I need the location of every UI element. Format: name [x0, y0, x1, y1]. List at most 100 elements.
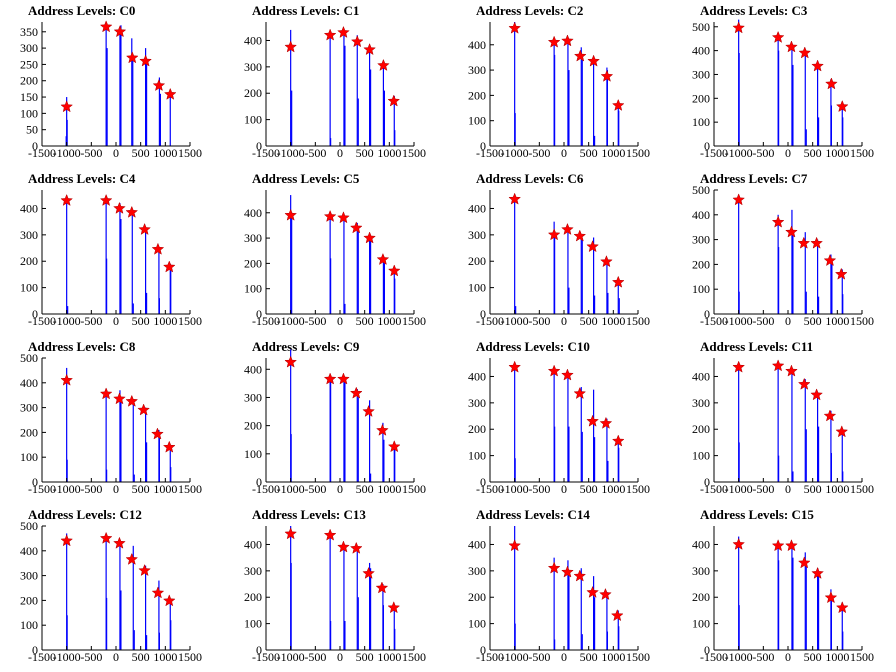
y-tick-label: 0 [704, 307, 710, 321]
y-tick-label: 300 [468, 228, 486, 242]
chart-title: Address Levels: C8 [28, 339, 136, 354]
x-tick-label: -500 [528, 482, 550, 496]
chart-panel: Address Levels: C10 0 100 200 300 400 -1500 -10… [448, 336, 672, 504]
star-marker [284, 40, 298, 53]
x-tick-label: 1000 [377, 314, 401, 328]
x-tick-label: 0 [785, 482, 791, 496]
star-marker [151, 242, 165, 255]
x-tick-label: 1500 [626, 650, 650, 664]
x-tick-label: 1500 [626, 482, 650, 496]
star-marker [798, 46, 812, 59]
y-tick-label: 200 [692, 257, 710, 271]
y-tick-label: 200 [692, 590, 710, 604]
star-marker [125, 205, 139, 218]
chart-panel: Address Levels: C7 0 100 200 300 400 500 -1500-… [672, 168, 896, 336]
x-tick-label: -1000 [725, 650, 753, 664]
star-marker [785, 364, 798, 377]
x-tick-label: 0 [113, 146, 119, 160]
x-tick-label: 0 [561, 146, 567, 160]
x-tick-label: 500 [804, 314, 822, 328]
chart-panel: Address Levels: C2 0 100 200 300 400 -1500 -100… [448, 0, 672, 168]
star-marker [323, 28, 337, 41]
star-marker [547, 561, 561, 574]
y-tick-label: 200 [244, 590, 262, 604]
star-marker [99, 531, 113, 544]
chart-title: Address Levels: C14 [476, 507, 590, 522]
x-tick-label: 1000 [377, 146, 401, 160]
y-tick-label: 300 [20, 228, 38, 242]
y-tick-label: 100 [244, 617, 262, 631]
y-tick-label: 100 [692, 617, 710, 631]
x-tick-label: 500 [804, 146, 822, 160]
x-tick-label: -1000 [53, 650, 81, 664]
y-tick-label: 300 [244, 564, 262, 578]
y-tick-label: 300 [692, 233, 710, 247]
chart-svg: Address Levels: C13 0 100 200 300 400 -1500-10… [244, 507, 426, 664]
star-marker [508, 539, 522, 552]
x-tick-label: 0 [337, 650, 343, 664]
x-tick-label: -1500 [476, 482, 504, 496]
y-tick-label: 200 [468, 254, 486, 268]
y-tick-label: 0 [256, 643, 262, 657]
y-tick-label: 400 [20, 376, 38, 390]
star-marker [387, 94, 401, 107]
x-tick-label: 1500 [626, 146, 650, 160]
x-tick-label: 1000 [153, 650, 177, 664]
star-marker [586, 414, 599, 427]
x-tick-label: 1000 [153, 314, 177, 328]
y-tick-label: 400 [692, 537, 710, 551]
x-tick-label: -1000 [277, 146, 305, 160]
y-tick-label: 400 [244, 537, 262, 551]
chart-svg: Address Levels: C6 0 100 200 300 400 -1500-100… [468, 171, 650, 328]
star-marker [547, 364, 561, 377]
star-marker [732, 193, 746, 206]
y-tick-label: 400 [244, 33, 262, 47]
star-marker [349, 541, 363, 554]
x-tick-label: -500 [528, 146, 550, 160]
chart-panel: Address Levels: C13 0 100 200 300 400 -1500 -10… [224, 504, 448, 672]
star-marker [337, 372, 350, 385]
x-tick-label: 1500 [402, 482, 426, 496]
x-tick-label: -1500 [252, 314, 280, 328]
x-tick-label: -1000 [53, 482, 81, 496]
y-tick-label: 300 [244, 231, 262, 245]
star-marker [547, 35, 561, 48]
star-marker [823, 253, 837, 267]
chart-svg: Address Levels: C10 0 100 200 300 400 -1500-10… [468, 339, 650, 496]
y-tick-label: 400 [692, 208, 710, 222]
x-tick-label: -500 [752, 146, 774, 160]
x-tick-label: -1500 [28, 650, 56, 664]
chart-svg: Address Levels: C12 0 100 200 300 400 500 -1500… [20, 507, 202, 664]
star-marker [785, 225, 798, 238]
star-marker [375, 581, 389, 594]
chart-title: Address Levels: C7 [700, 171, 808, 186]
star-marker [99, 20, 113, 33]
y-tick-label: 400 [468, 369, 486, 383]
x-tick-label: 1500 [178, 650, 202, 664]
y-tick-label: 200 [692, 422, 710, 436]
y-tick-label: 100 [468, 449, 486, 463]
chart-svg: Address Levels: C11 0 100 200 300 400 -1500-10… [692, 339, 874, 496]
star-marker [363, 43, 376, 56]
chart-panel: Address Levels: C4 0 100 200 300 400 -1500 -100… [0, 168, 224, 336]
y-tick-label: 0 [480, 307, 486, 321]
y-tick-label: 0 [256, 475, 262, 489]
y-tick-label: 400 [692, 44, 710, 58]
star-marker [611, 434, 625, 447]
y-tick-label: 400 [20, 544, 38, 558]
star-marker [508, 360, 522, 373]
y-tick-label: 0 [480, 475, 486, 489]
x-tick-label: 500 [132, 482, 150, 496]
y-tick-label: 500 [692, 20, 710, 34]
star-marker [824, 591, 838, 604]
x-tick-label: -1500 [700, 146, 728, 160]
star-marker [337, 211, 350, 224]
y-tick-label: 300 [468, 396, 486, 410]
star-marker [561, 565, 574, 578]
star-marker [362, 404, 375, 417]
y-tick-label: 100 [20, 106, 38, 120]
x-tick-label: 0 [561, 482, 567, 496]
star-marker [60, 373, 74, 386]
x-tick-label: 0 [113, 650, 119, 664]
y-tick-label: 0 [32, 643, 38, 657]
